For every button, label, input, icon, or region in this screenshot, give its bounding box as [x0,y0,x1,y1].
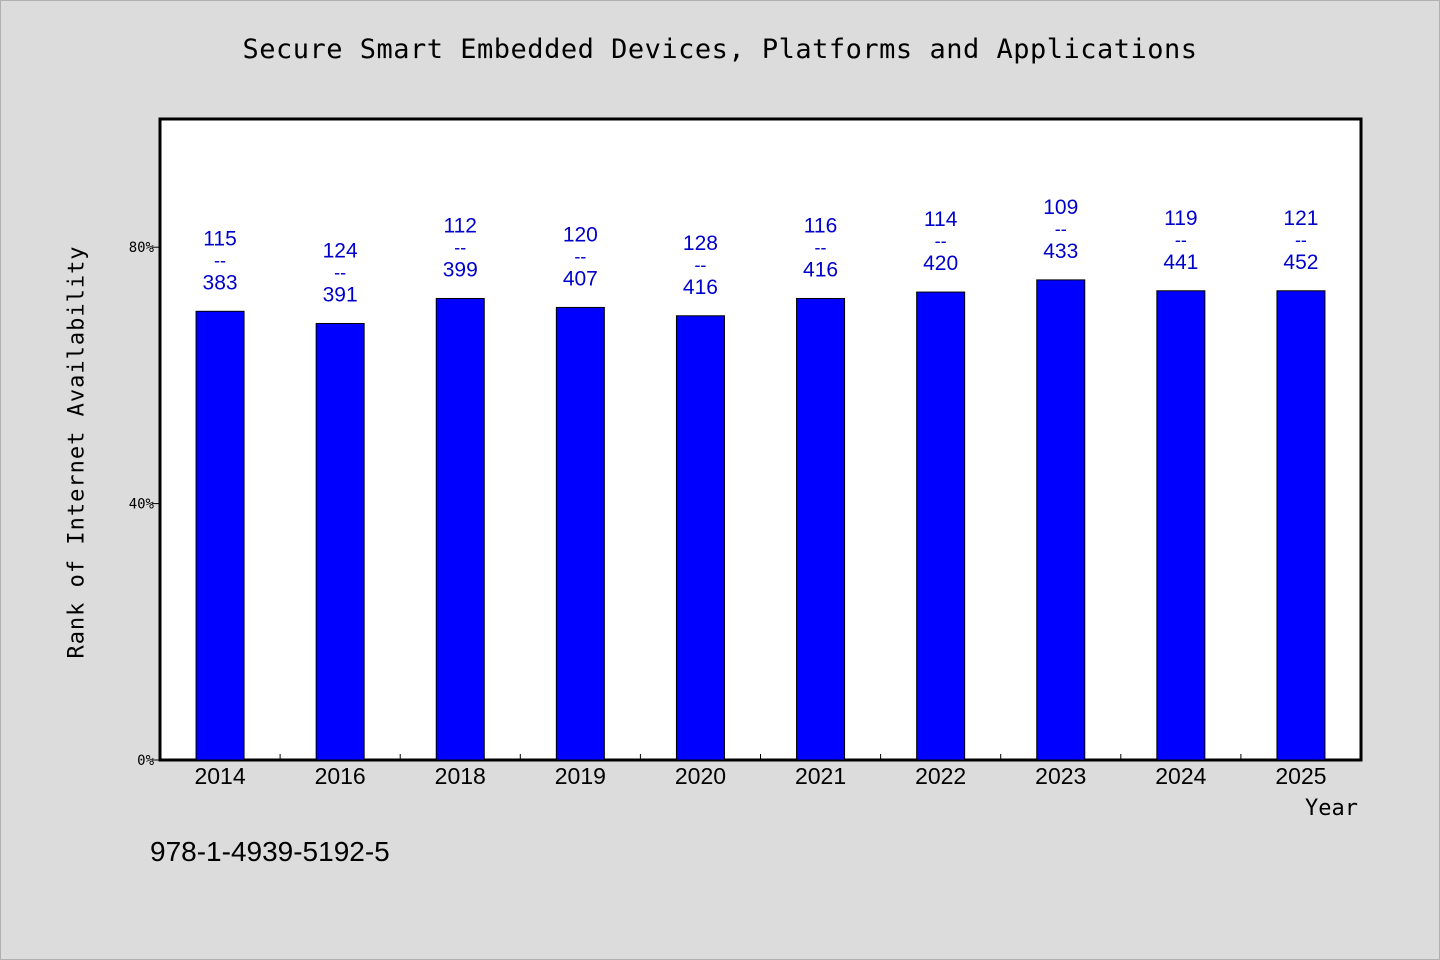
data-label-separator: -- [1295,230,1307,250]
x-tick-label: 2018 [435,763,486,789]
bar-2025 [1276,290,1326,761]
x-tick-label: 2020 [675,763,726,789]
x-tick-label: 2016 [315,763,366,789]
data-label-total: 433 [1043,240,1078,263]
data-label-rank: 116 [804,214,837,237]
data-label-total: 407 [563,267,598,290]
data-label-separator: -- [1175,230,1187,250]
data-label-separator: -- [935,231,947,251]
y-tick-label: 80% [129,240,155,256]
y-axis-label: Rank of Internet Availability [64,245,90,659]
data-label-separator: -- [694,255,706,275]
bar-2018 [435,297,485,761]
y-tick-label: 0% [137,753,154,769]
data-label-rank: 109 [1043,196,1078,219]
data-label-total: 452 [1283,251,1318,274]
bar-2024 [1156,290,1206,761]
bar-2016 [315,322,365,761]
x-tick-label: 2024 [1155,763,1206,789]
x-tick-label: 2019 [555,763,606,789]
bar-2022 [916,291,966,761]
bar-2014 [195,310,245,761]
data-label-rank: 120 [563,223,598,246]
data-label-separator: -- [815,237,827,257]
data-label-rank: 119 [1164,207,1197,230]
data-label-total: 391 [323,283,358,306]
data-label-rank: 128 [683,232,718,255]
chart-title: Secure Smart Embedded Devices, Platforms… [242,34,1198,65]
data-label-total: 416 [683,276,718,299]
data-label-rank: 112 [444,214,477,237]
x-axis-label: Year [1305,796,1358,821]
bar-2021 [796,297,846,761]
data-label-total: 416 [803,258,838,281]
x-tick-label: 2023 [1035,763,1086,789]
data-label-separator: -- [574,246,586,266]
data-label-rank: 114 [924,208,958,231]
data-label-rank: 121 [1283,207,1318,230]
data-label-separator: -- [1055,219,1067,239]
bar-2020 [675,315,725,761]
y-tick-label: 40% [129,497,155,513]
x-tick-label: 2025 [1275,763,1326,789]
data-label-separator: -- [334,262,346,282]
data-label-total: 399 [443,258,478,281]
data-label-rank: 124 [323,239,358,262]
data-label-total: 420 [923,252,958,275]
data-label-rank: 115 [203,227,236,250]
x-tick-label: 2014 [194,763,245,789]
x-tick-label: 2022 [915,763,966,789]
x-tick-label: 2021 [795,763,846,789]
bar-2019 [555,306,605,761]
data-label-total: 383 [203,271,238,294]
data-label-total: 441 [1163,251,1198,274]
data-label-separator: -- [454,237,466,257]
bar-2023 [1036,279,1086,761]
data-label-separator: -- [214,250,226,270]
isbn-text: 978-1-4939-5192-5 [150,836,390,867]
